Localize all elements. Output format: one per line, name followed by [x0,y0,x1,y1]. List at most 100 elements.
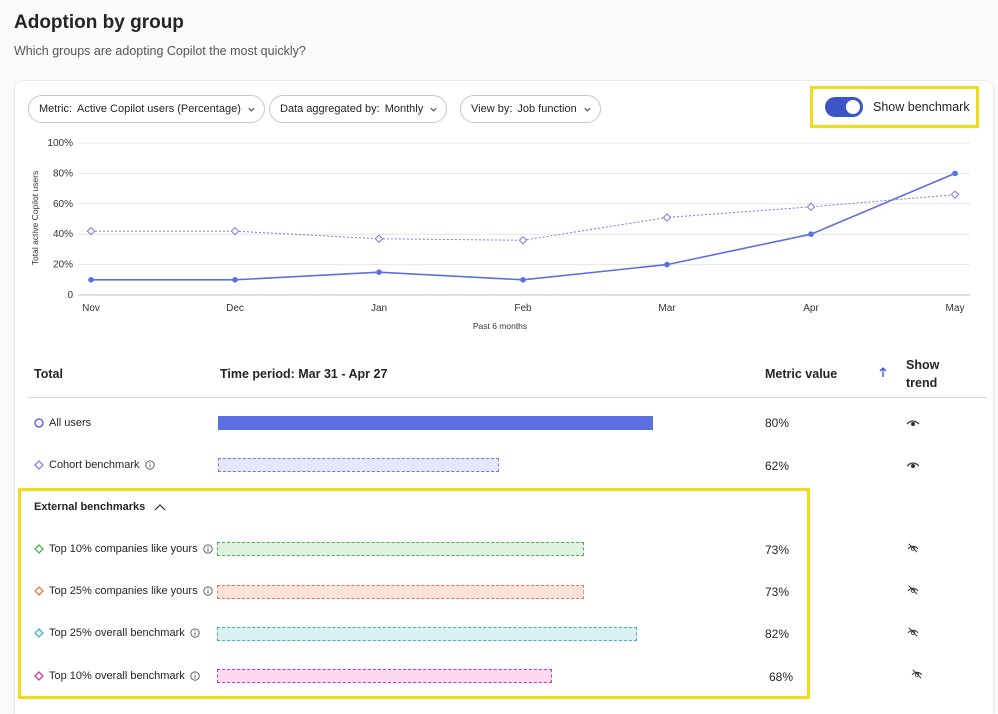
eye-icon[interactable] [906,418,920,428]
column-header-total: Total [34,367,63,381]
metric-bar [218,458,499,472]
table-row-all-users: All users [34,417,91,429]
data-point[interactable] [518,235,528,245]
column-header-show-trend-line1: Show [906,358,940,372]
metric-bar [217,542,584,556]
chevron-up-icon [154,504,166,511]
table-row-top25-overall: Top 25% overall benchmark [34,627,200,639]
external-benchmarks-heading: External benchmarks [34,501,146,513]
eye-off-icon[interactable] [906,543,920,553]
y-axis-label: Total active Copilot users [30,171,40,266]
data-point[interactable] [230,226,240,236]
external-benchmarks-highlight [18,488,810,699]
y-tick-label: 80% [53,168,73,179]
view-by-dropdown-label: View by: [471,103,513,115]
metric-value: 73% [765,543,790,557]
info-icon[interactable] [202,586,213,596]
column-header-show-trend: Show trend [906,358,939,390]
diamond-marker-icon [34,671,44,681]
diamond-marker-icon [34,586,44,596]
diamond-marker-icon [34,544,44,554]
row-label: Top 25% overall benchmark [49,627,185,639]
metric-bar [217,585,584,599]
show-benchmark-highlight: Show benchmark [810,86,979,128]
y-tick-label: 0 [67,290,73,301]
x-tick-label: Jan [371,303,387,314]
data-point[interactable] [88,277,94,283]
metric-bar [217,627,637,641]
x-tick-label: Dec [226,303,244,314]
row-label: All users [49,417,92,429]
metric-bar [217,669,552,683]
toggle-knob [846,100,860,114]
show-benchmark-toggle[interactable] [825,97,863,117]
row-label: Cohort benchmark [49,459,140,471]
data-point[interactable] [86,226,96,236]
info-icon[interactable] [144,460,155,470]
data-point[interactable] [808,231,814,237]
y-tick-label: 60% [53,199,73,210]
column-header-show-trend-line2: trend [906,376,938,390]
table-row-top10-companies: Top 10% companies like yours [34,543,213,555]
aggregation-dropdown-value: Monthly [384,103,424,115]
x-tick-label: May [946,303,965,314]
sort-ascending-icon[interactable] [878,366,888,378]
info-icon[interactable] [190,628,200,638]
metric-dropdown-label: Metric: [39,103,72,115]
page-title: Adoption by group [14,12,184,33]
x-tick-label: Feb [514,303,532,314]
metric-bar [218,416,653,430]
x-tick-label: Nov [82,303,100,314]
eye-off-icon[interactable] [906,627,920,637]
circle-marker-icon [34,418,44,428]
view-by-dropdown[interactable]: View by: Job function [460,95,601,123]
eye-icon[interactable] [906,460,920,470]
metric-value: 82% [765,627,790,641]
diamond-marker-icon [34,628,44,638]
metric-value: 73% [765,585,790,599]
data-point[interactable] [806,202,816,212]
row-label: Top 10% companies like yours [49,543,198,555]
data-point[interactable] [952,170,958,177]
aggregation-dropdown-label: Data aggregated by: [280,103,380,115]
show-benchmark-label: Show benchmark [873,100,970,114]
data-point[interactable] [950,190,960,199]
data-point[interactable] [664,261,670,268]
external-benchmarks-toggle[interactable]: External benchmarks [34,501,166,513]
column-header-metric-value[interactable]: Metric value [765,367,838,381]
y-tick-label: 40% [53,229,73,240]
table-header-divider [28,397,986,398]
metric-value: 62% [765,459,790,473]
x-axis-label: Past 6 months [473,321,527,331]
data-point[interactable] [520,277,526,283]
series-line [91,172,956,281]
eye-off-icon[interactable] [910,669,924,679]
aggregation-dropdown[interactable]: Data aggregated by: Monthly [269,95,448,123]
table-row-top10-overall: Top 10% overall benchmark [34,670,200,682]
info-icon[interactable] [202,544,213,554]
diamond-marker-icon [34,460,44,470]
data-point[interactable] [662,213,672,222]
x-tick-label: Apr [803,303,819,314]
chevron-down-icon [430,107,437,112]
data-point[interactable] [232,277,238,283]
metric-value: 68% [769,670,794,684]
row-label: Top 10% overall benchmark [49,670,185,682]
x-tick-label: Mar [658,303,676,314]
table-row-top25-companies: Top 25% companies like yours [34,585,213,597]
chevron-down-icon [584,107,591,112]
eye-off-icon[interactable] [906,585,920,595]
adoption-line-chart: 100%80%60%40%20%0 Nov Dec Jan Feb Mar Apr May … [30,138,970,331]
y-tick-label: 20% [53,260,73,271]
view-by-dropdown-value: Job function [517,103,577,115]
y-tick-label: 100% [47,138,73,149]
data-point[interactable] [376,269,382,275]
chevron-down-icon [248,107,255,112]
page-subtitle: Which groups are adopting Copilot the mo… [14,44,306,58]
info-icon[interactable] [190,671,200,681]
metric-dropdown-value: Active Copilot users (Percentage) [77,103,241,115]
data-point[interactable] [374,234,384,244]
metric-value: 80% [765,416,790,430]
metric-dropdown[interactable]: Metric: Active Copilot users (Percentage… [28,95,265,123]
series-line [91,194,956,241]
